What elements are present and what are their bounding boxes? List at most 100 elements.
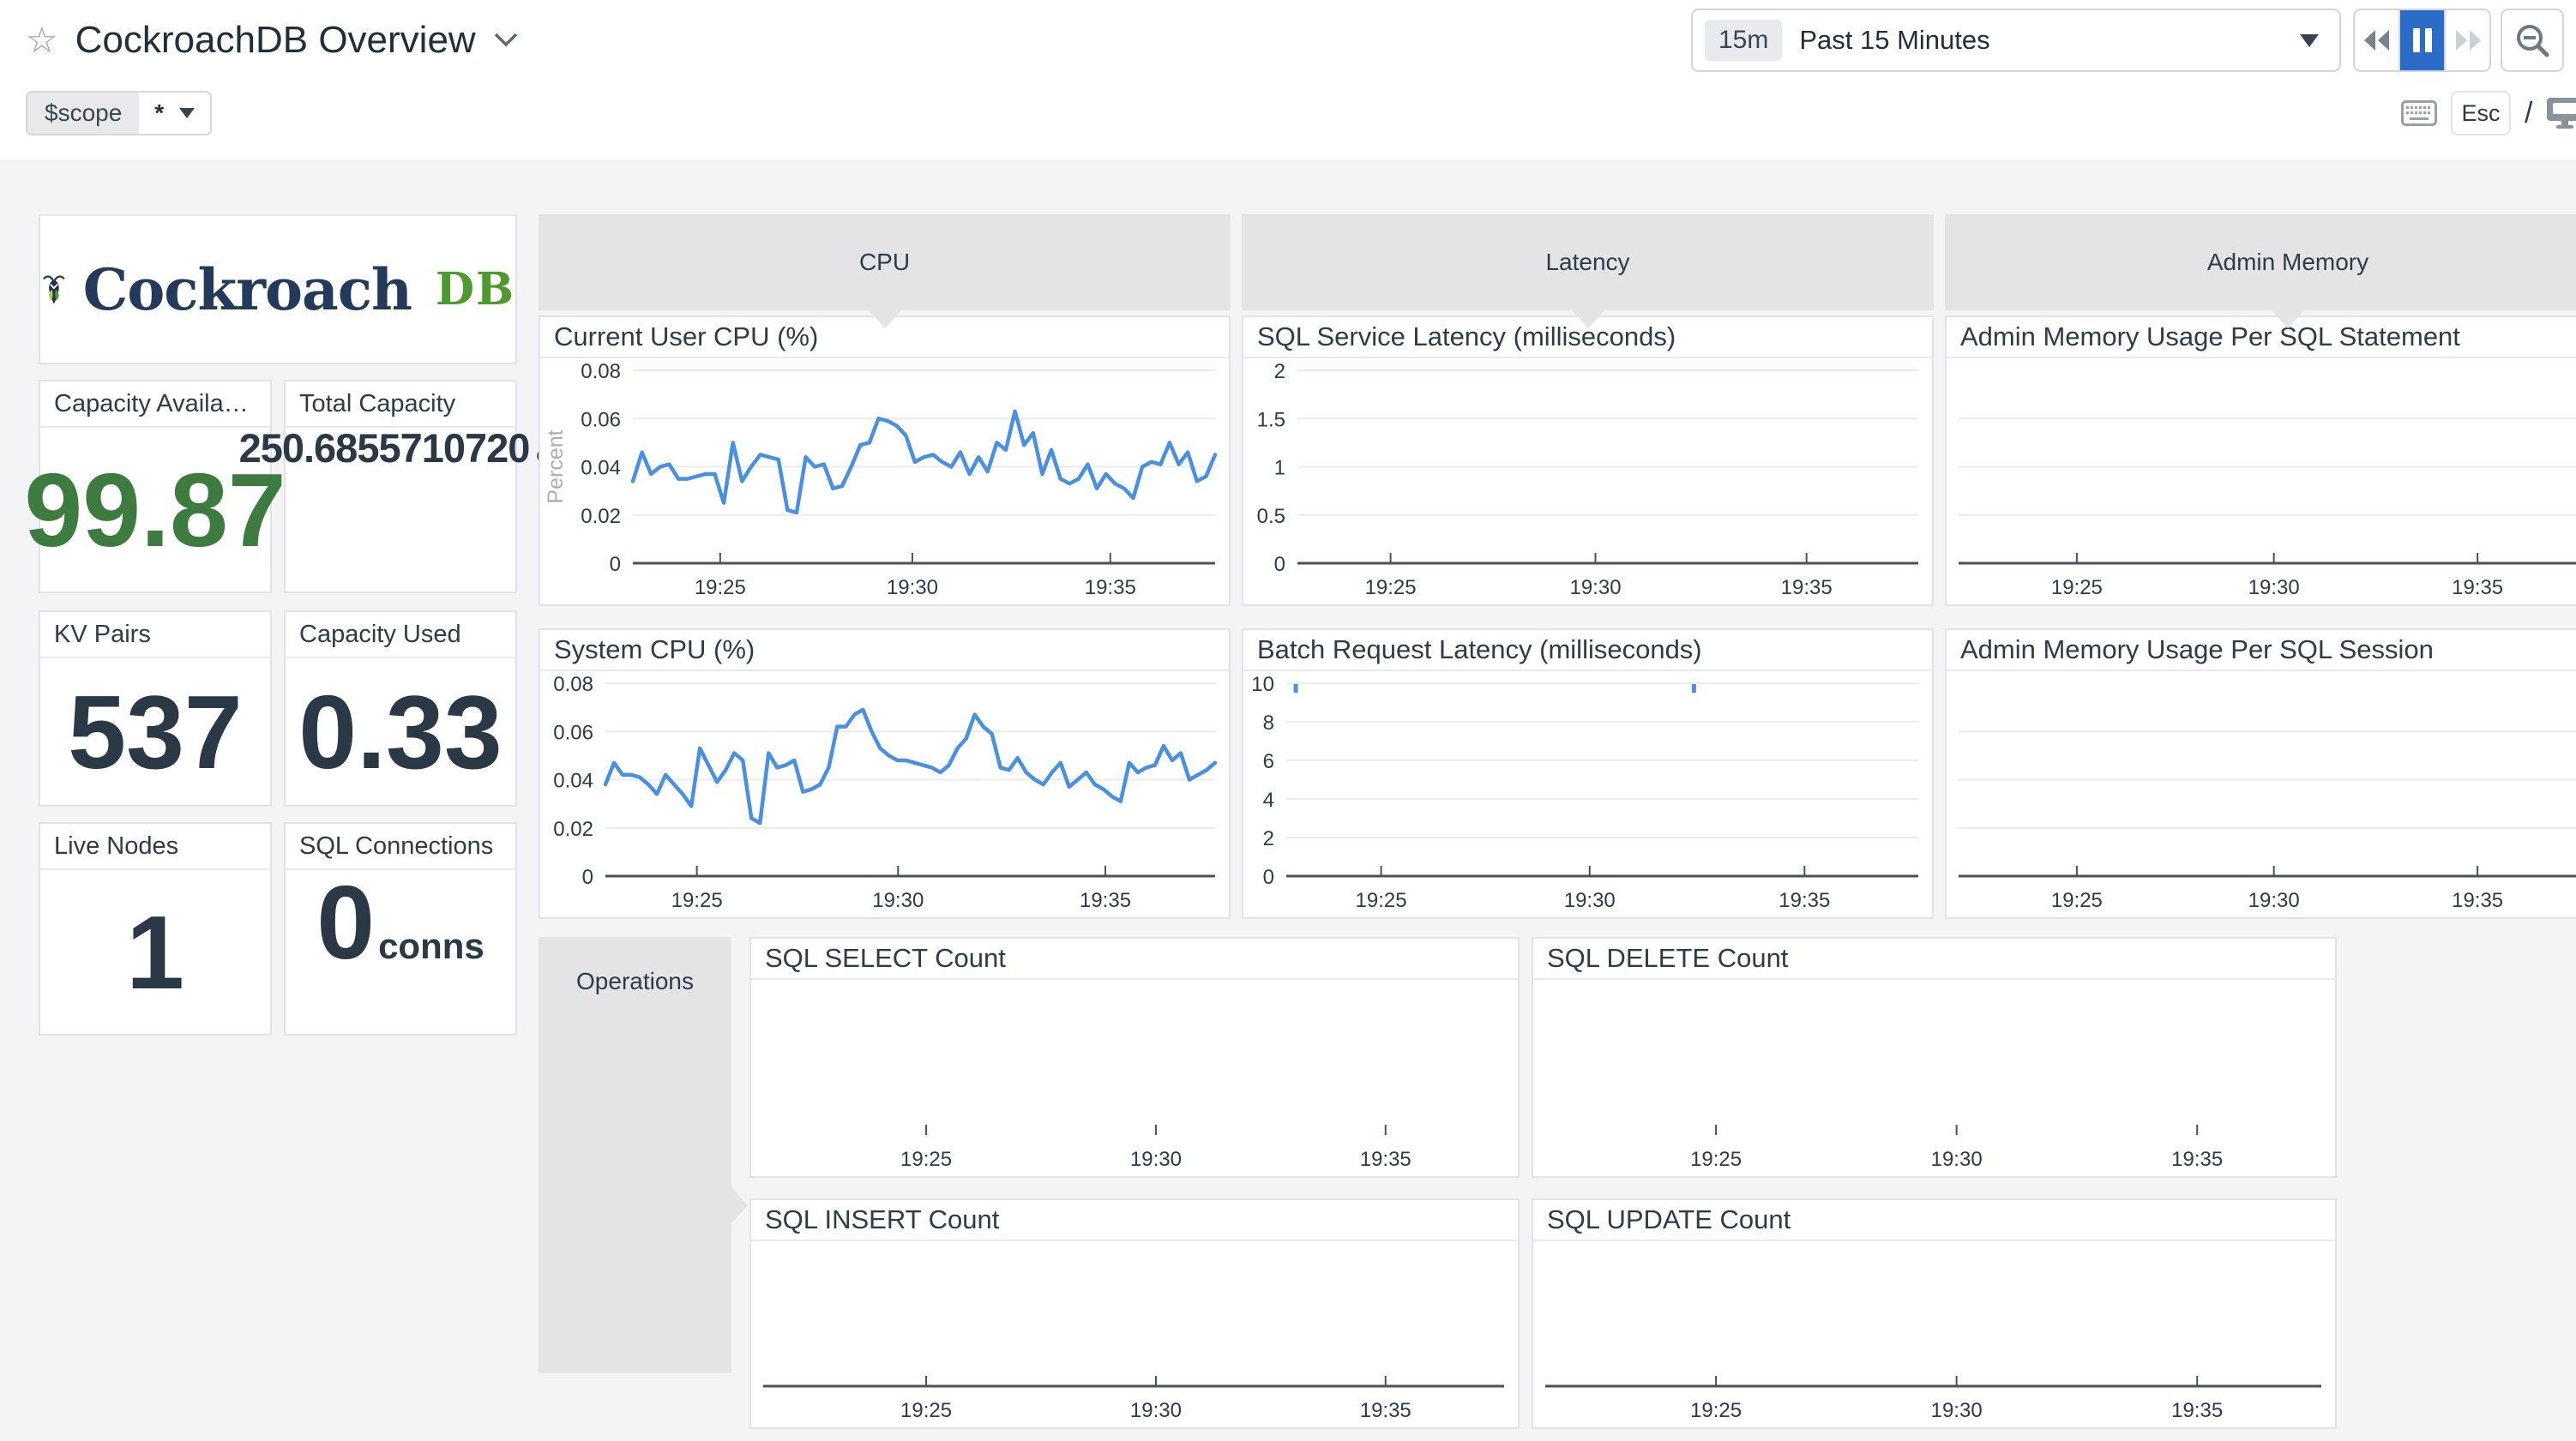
time-range-badge: 15m — [1705, 20, 1783, 61]
slash-separator: / — [2525, 96, 2533, 129]
svg-text:19:30: 19:30 — [1931, 1148, 1983, 1171]
group-header-admin-memory[interactable]: Admin Memory — [1945, 214, 2576, 328]
svg-text:Percent: Percent — [544, 429, 568, 503]
chart-plot-area[interactable]: 19:25 19:30 19:35 — [1533, 1241, 2335, 1427]
rewind-icon — [2363, 30, 2389, 51]
chart-plot-area[interactable]: 19:25 19:30 19:35 — [1947, 358, 2576, 604]
chart-plot-area[interactable]: 0 0.02 0.04 0.06 0.08 19:25 19:30 19:35 — [540, 671, 1229, 917]
stat-value: 0.33 — [298, 673, 503, 790]
svg-text:10: 10 — [1251, 673, 1274, 696]
svg-text:19:25: 19:25 — [2051, 576, 2103, 599]
svg-text:0.06: 0.06 — [553, 721, 593, 744]
svg-text:19:35: 19:35 — [1781, 576, 1833, 599]
dashboard-canvas: Cockroach DB Capacity Available... 99.87… — [0, 159, 2576, 1441]
svg-text:19:30: 19:30 — [1931, 1399, 1983, 1422]
svg-text:19:30: 19:30 — [1130, 1148, 1182, 1171]
page-title: CockroachDB Overview — [75, 19, 476, 61]
chart-title: Batch Request Latency (milliseconds) — [1243, 630, 1932, 671]
group-label: Latency — [1545, 249, 1630, 275]
svg-text:0.02: 0.02 — [553, 818, 593, 841]
zoom-out-button[interactable] — [2501, 9, 2564, 72]
svg-text:19:30: 19:30 — [1564, 889, 1616, 912]
chart-title: Admin Memory Usage Per SQL Statement — [1947, 317, 2576, 358]
pause-button[interactable] — [2398, 10, 2446, 70]
svg-text:0: 0 — [610, 553, 621, 576]
time-range-select[interactable]: 15m Past 15 Minutes — [1691, 9, 2341, 72]
group-label: CPU — [858, 249, 911, 275]
rewind-button[interactable] — [2355, 10, 2398, 70]
chart-plot-area[interactable]: 19:25 19:30 19:35 — [751, 1241, 1518, 1427]
chart-title: SQL Service Latency (milliseconds) — [1243, 317, 1932, 358]
chart-title: SQL UPDATE Count — [1533, 1200, 2335, 1241]
playback-controls — [2353, 9, 2491, 72]
svg-text:0.04: 0.04 — [553, 770, 593, 793]
stat-title: Capacity Available... — [40, 381, 270, 428]
svg-text:19:30: 19:30 — [872, 889, 924, 912]
svg-text:19:35: 19:35 — [1360, 1399, 1411, 1422]
svg-text:0: 0 — [582, 866, 593, 889]
stat-title: SQL Connections — [286, 824, 515, 870]
svg-text:19:25: 19:25 — [900, 1399, 952, 1422]
chart-title: System CPU (%) — [540, 630, 1229, 671]
time-range-label: Past 15 Minutes — [1799, 25, 1990, 55]
stat-value: 99.87 — [24, 451, 286, 568]
chart-sql-update-count: SQL UPDATE Count 19:25 19:30 19:35 — [1532, 1198, 2337, 1429]
stat-total-capacity: Total Capacity 250.6855710720 GB — [239, 380, 562, 593]
chart-plot-area[interactable]: 0 2 4 6 8 10 19:25 19:30 19:35 — [1243, 671, 1932, 917]
scope-value: * — [154, 99, 165, 126]
svg-text:19:30: 19:30 — [1130, 1399, 1182, 1422]
caret-down-icon — [2300, 33, 2319, 47]
esc-key-button[interactable]: Esc — [2451, 91, 2511, 135]
stat-title: Total Capacity — [286, 381, 515, 428]
svg-text:19:35: 19:35 — [1360, 1148, 1411, 1171]
chart-title: SQL INSERT Count — [751, 1200, 1518, 1241]
svg-text:19:25: 19:25 — [695, 576, 746, 599]
stat-value: 1 — [126, 893, 184, 1011]
chart-plot-area[interactable]: 19:25 19:30 19:35 — [751, 980, 1518, 1176]
svg-text:19:25: 19:25 — [1356, 889, 1407, 912]
stat-capacity-available: Capacity Available... 99.87 — [24, 380, 286, 593]
scope-variable-select[interactable]: $scope * — [26, 91, 213, 135]
keyboard-icon[interactable] — [2401, 100, 2437, 126]
stat-title: Live Nodes — [40, 824, 270, 870]
chart-title: Admin Memory Usage Per SQL Session — [1947, 630, 2576, 671]
svg-text:4: 4 — [1263, 789, 1274, 812]
svg-text:0.08: 0.08 — [581, 360, 621, 383]
svg-text:19:25: 19:25 — [900, 1148, 952, 1171]
chart-plot-area[interactable]: 0 0.5 1 1.5 2 19:25 19:30 19:35 — [1243, 358, 1932, 604]
notch — [1570, 309, 1605, 328]
fast-forward-button[interactable] — [2446, 10, 2489, 70]
favorite-star-icon[interactable]: ☆ — [26, 20, 58, 60]
chart-title: SQL DELETE Count — [1533, 939, 2335, 980]
stat-value: 537 — [68, 673, 243, 790]
svg-text:1: 1 — [1274, 457, 1285, 480]
monitor-icon[interactable] — [2546, 97, 2576, 129]
stat-sql-connections: SQL Connections 0 conns — [284, 822, 517, 1036]
svg-text:2: 2 — [1274, 360, 1285, 383]
svg-text:19:35: 19:35 — [2171, 1148, 2223, 1171]
chart-plot-area[interactable]: 0 0.02 0.04 0.06 0.08 Percent 19:25 19:30 19:35 — [540, 358, 1229, 604]
group-header-cpu[interactable]: CPU — [539, 214, 1231, 328]
group-header-operations[interactable]: Operations — [539, 937, 748, 1373]
chart-admin-memory-session: Admin Memory Usage Per SQL Session 19:25… — [1945, 628, 2576, 919]
logo-text-secondary: DB — [435, 263, 515, 315]
svg-text:19:25: 19:25 — [1690, 1399, 1742, 1422]
stat-kv-pairs: KV Pairs 537 — [39, 610, 272, 807]
svg-text:19:30: 19:30 — [2248, 889, 2300, 912]
svg-text:0: 0 — [1274, 553, 1285, 576]
svg-text:19:35: 19:35 — [1080, 889, 1131, 912]
stat-title: Capacity Used — [286, 612, 515, 658]
svg-text:2: 2 — [1263, 827, 1274, 850]
svg-text:19:35: 19:35 — [2452, 576, 2503, 599]
group-header-latency[interactable]: Latency — [1242, 214, 1934, 328]
stat-live-nodes: Live Nodes 1 — [39, 822, 272, 1036]
chart-plot-area[interactable]: 19:25 19:30 19:35 — [1533, 980, 2335, 1176]
chart-sql-insert-count: SQL INSERT Count 19:25 19:30 19:35 — [749, 1198, 1520, 1429]
notch — [867, 309, 902, 328]
svg-text:19:25: 19:25 — [2051, 889, 2103, 912]
chevron-down-icon[interactable] — [493, 32, 519, 49]
chart-sql-select-count: SQL SELECT Count 19:25 19:30 19:35 — [749, 937, 1520, 1178]
svg-text:19:30: 19:30 — [887, 576, 938, 599]
chart-plot-area[interactable]: 19:25 19:30 19:35 — [1947, 671, 2576, 917]
